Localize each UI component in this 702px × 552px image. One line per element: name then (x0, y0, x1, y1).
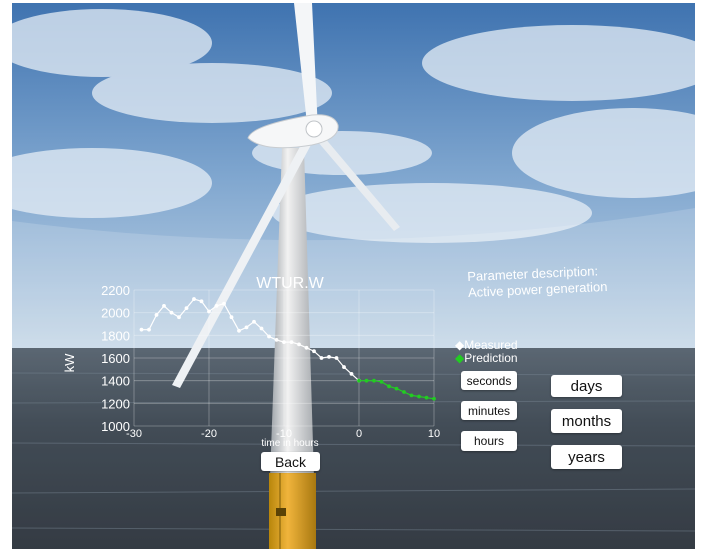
data-point (349, 371, 354, 376)
data-point (327, 354, 331, 359)
data-point (409, 393, 414, 398)
y-axis-label: kW (62, 353, 77, 373)
seconds-button[interactable]: seconds (461, 371, 517, 390)
data-point (402, 390, 406, 394)
series-prediction (357, 378, 436, 401)
data-point (342, 365, 346, 369)
data-point (379, 379, 384, 384)
data-point (357, 378, 361, 383)
data-point (334, 356, 339, 360)
y-tick-label: 1600 (101, 351, 130, 366)
legend-prediction-label: Prediction (464, 351, 518, 365)
chart-title: WTUR.W (256, 275, 324, 292)
back-button[interactable]: Back (261, 452, 320, 471)
data-point (417, 394, 421, 399)
x-axis-label: time in hours (261, 438, 318, 449)
x-axis-ticks: -30 -20 -10 0 10 (126, 428, 440, 440)
data-point (282, 340, 286, 345)
data-point (162, 303, 166, 308)
x-tick-label: -20 (201, 428, 217, 440)
data-point (259, 326, 264, 331)
data-point (229, 315, 234, 320)
data-point (312, 349, 316, 354)
data-point (319, 356, 324, 360)
data-point (394, 386, 399, 391)
data-point (139, 327, 144, 332)
data-point (207, 309, 211, 314)
data-point (199, 299, 204, 304)
data-point (274, 337, 279, 342)
data-point (304, 345, 309, 350)
data-point (184, 306, 189, 311)
data-point (244, 325, 249, 330)
data-point (364, 378, 369, 383)
data-point (297, 342, 301, 347)
x-tick-label: -10 (276, 428, 292, 440)
legend-measured-label: Measured (464, 338, 518, 352)
hours-button[interactable]: hours (461, 431, 517, 451)
data-point (222, 301, 226, 306)
data-point (192, 297, 196, 301)
legend-prediction: ◆Prediction (455, 351, 518, 365)
years-button[interactable]: years (551, 445, 622, 469)
data-point (177, 315, 181, 320)
x-tick-label: 0 (356, 428, 362, 440)
data-point (214, 303, 219, 308)
days-button[interactable]: days (551, 375, 622, 397)
y-tick-label: 1800 (101, 328, 130, 343)
y-axis-ticks: 2200 2000 1800 1600 1400 1200 1000 (101, 283, 130, 434)
y-tick-label: 1000 (101, 419, 130, 434)
y-tick-label: 2000 (101, 306, 130, 321)
data-point (252, 319, 256, 324)
data-point (372, 378, 376, 383)
data-point (289, 340, 294, 345)
vr-scene: WTUR.W 2200 2000 1800 1600 1400 1200 1000 -30-… (12, 3, 695, 549)
data-point (432, 396, 436, 401)
parameter-description: Parameter description: Active power gene… (467, 263, 608, 301)
months-button[interactable]: months (551, 409, 622, 433)
data-point (387, 384, 391, 389)
data-point (424, 395, 429, 400)
data-point (154, 313, 159, 317)
data-point (169, 310, 174, 315)
chart-grid (133, 289, 435, 427)
legend-measured-marker: ◆ (455, 338, 465, 352)
data-point (267, 334, 271, 339)
y-tick-label: 1400 (101, 374, 130, 389)
legend-measured: ◆Measured (455, 338, 518, 352)
data-point (237, 328, 241, 333)
scene-background (12, 3, 695, 549)
minutes-button[interactable]: minutes (461, 401, 517, 420)
data-point (147, 327, 151, 332)
legend-prediction-marker: ◆ (455, 351, 465, 365)
x-tick-label: -30 (126, 428, 142, 440)
series-line (141, 298, 360, 382)
x-tick-label: 10 (428, 428, 440, 440)
series-measured (139, 297, 361, 383)
y-tick-label: 2200 (101, 283, 130, 298)
y-tick-label: 1200 (101, 396, 130, 411)
